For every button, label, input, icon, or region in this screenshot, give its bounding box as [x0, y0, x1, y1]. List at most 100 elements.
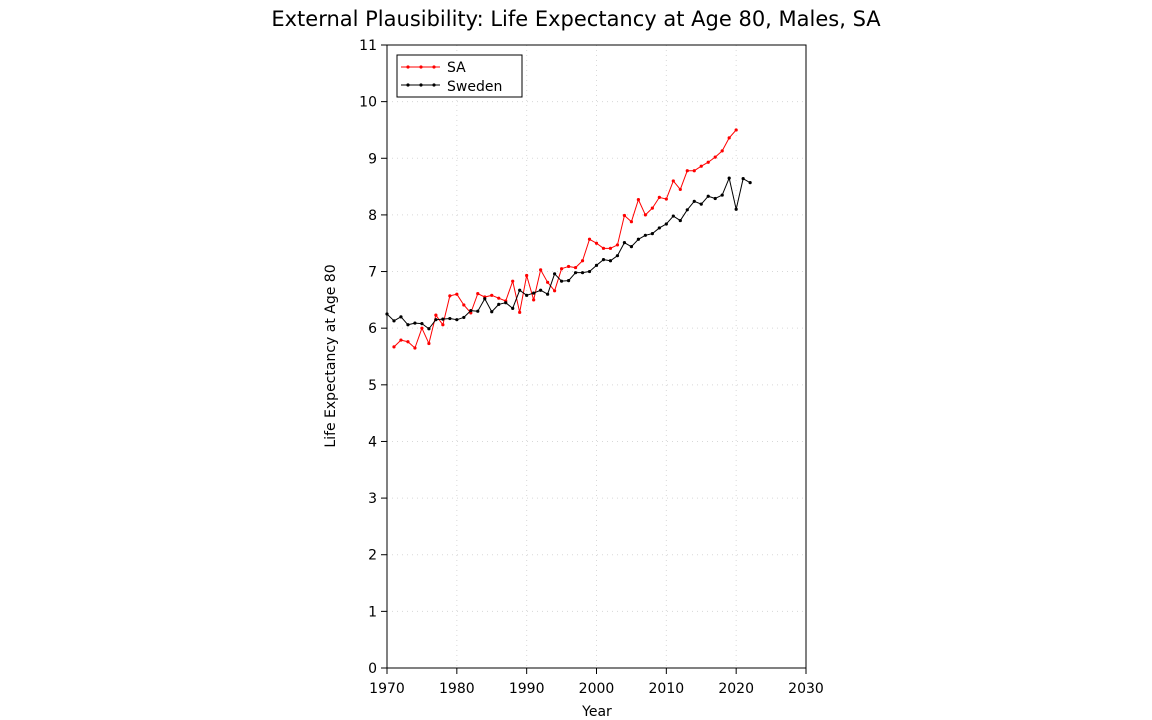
data-point-sweden: [573, 271, 578, 275]
legend-marker-sweden: [432, 83, 436, 87]
data-point-sweden: [420, 322, 424, 326]
data-point-sweden: [622, 241, 627, 245]
data-point-sa: [566, 264, 571, 269]
data-point-sa: [671, 179, 675, 183]
y-tick-label: 7: [368, 265, 377, 281]
chart-title: External Plausibility: Life Expectancy a…: [271, 7, 881, 31]
legend-label-sweden: Sweden: [447, 79, 502, 95]
data-point-sweden: [406, 323, 410, 327]
data-point-sa: [392, 345, 396, 349]
grid: [387, 45, 806, 668]
data-point-sa: [434, 313, 438, 317]
data-point-sweden: [643, 233, 647, 237]
legend-box: [396, 54, 523, 98]
data-point-sa: [720, 149, 724, 153]
x-axis-label: Year: [581, 704, 612, 720]
legend-marker-sweden: [419, 83, 423, 87]
data-point-sweden: [427, 327, 431, 331]
data-point-sa: [678, 187, 682, 192]
y-axis-label: Life Expectancy at Age 80: [323, 264, 339, 447]
axis-ticks: 0 1 2 3 4 5 6 7 8 9 10 11 1970 1980 1990 2000 2010 2020 20…: [359, 38, 824, 697]
data-point-sa: [594, 241, 599, 245]
legend-marker-sa: [419, 65, 423, 69]
data-point-sa: [650, 206, 654, 210]
data-point-sweden: [413, 321, 417, 325]
data-point-sa: [734, 128, 738, 132]
data-point-sweden: [685, 208, 689, 212]
data-point-sa: [580, 259, 585, 263]
data-point-sa: [727, 136, 731, 140]
data-point-sweden: [664, 222, 668, 226]
y-tick-label: 6: [368, 321, 377, 337]
legend-marker-sweden: [406, 83, 410, 87]
x-tick-label: 2030: [788, 681, 824, 697]
data-point-sweden: [490, 310, 494, 314]
data-point-sweden: [713, 196, 717, 201]
data-point-sa: [399, 338, 403, 342]
data-point-sweden: [608, 259, 613, 263]
data-point-sa: [546, 280, 550, 284]
data-point-sweden: [546, 292, 550, 296]
data-point-sweden: [392, 319, 396, 323]
y-tick-label: 0: [368, 661, 377, 677]
data-point-sweden: [539, 288, 543, 292]
data-point-sweden: [734, 207, 738, 211]
data-point-sa: [462, 303, 466, 307]
data-point-sa: [490, 293, 494, 297]
data-point-sa: [692, 169, 696, 173]
data-point-sweden: [441, 317, 445, 321]
data-point-sweden: [553, 272, 557, 276]
plot-frame: [386, 44, 807, 669]
data-point-sweden: [559, 279, 564, 283]
legend-marker-sa: [406, 65, 410, 69]
data-point-sweden: [504, 301, 508, 305]
data-point-sweden: [497, 302, 501, 306]
data-point-sa: [525, 273, 529, 278]
y-tick-label: 3: [368, 491, 377, 507]
data-point-sa: [497, 296, 501, 300]
data-point-sweden: [399, 315, 403, 319]
data-point-sa: [636, 198, 641, 202]
data-point-sweden: [532, 291, 536, 295]
data-point-sa: [699, 164, 703, 168]
y-tick-label: 4: [368, 434, 377, 450]
y-tick-label: 2: [368, 548, 377, 564]
y-tick-label: 10: [359, 95, 377, 111]
data-point-sa: [713, 155, 717, 159]
data-point-sweden: [699, 202, 703, 206]
series-lines: [385, 128, 752, 350]
data-point-sweden: [455, 318, 459, 322]
data-point-sweden: [476, 309, 480, 313]
data-point-sa: [587, 237, 592, 241]
data-point-sa: [539, 268, 543, 272]
data-point-sa: [622, 213, 627, 218]
data-point-sa: [657, 195, 661, 199]
y-tick-label: 8: [368, 208, 377, 224]
data-point-sa: [601, 246, 606, 250]
data-point-sa: [406, 340, 410, 344]
data-point-sa: [664, 197, 668, 201]
data-point-sa: [455, 292, 459, 296]
data-point-sa: [518, 310, 522, 314]
y-tick-label: 9: [368, 151, 377, 167]
data-point-sweden: [434, 318, 438, 322]
data-point-sweden: [741, 177, 745, 181]
data-point-sweden: [385, 312, 389, 316]
data-point-sweden: [469, 309, 473, 313]
data-point-sweden: [448, 316, 452, 321]
x-tick-label: 2000: [579, 681, 615, 697]
data-point-sa: [643, 213, 647, 217]
data-point-sa: [448, 294, 452, 298]
data-point-sweden: [678, 218, 682, 223]
data-point-sa: [706, 160, 710, 164]
data-point-sweden: [462, 315, 466, 320]
x-tick-label: 2020: [718, 681, 754, 697]
data-point-sweden: [650, 231, 654, 236]
data-point-sweden: [587, 269, 592, 274]
data-point-sweden: [580, 271, 585, 275]
data-point-sa: [685, 169, 689, 173]
data-point-sweden: [671, 214, 675, 218]
data-point-sweden: [594, 263, 599, 267]
legend-label-sa: SA: [447, 60, 466, 76]
